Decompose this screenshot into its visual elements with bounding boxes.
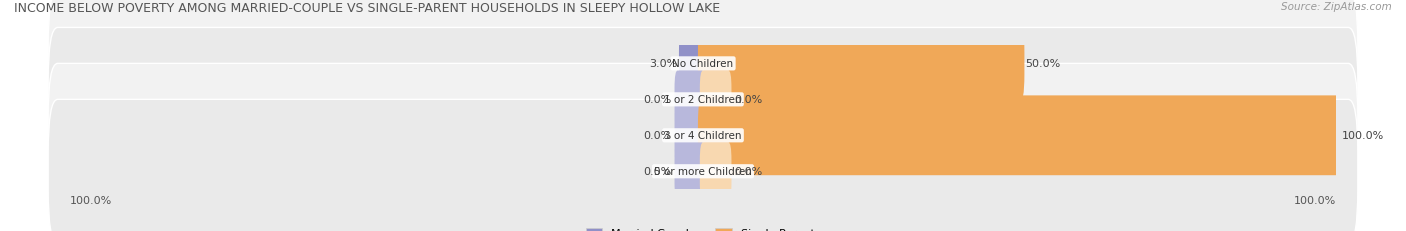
FancyBboxPatch shape: [48, 100, 1358, 231]
FancyBboxPatch shape: [48, 28, 1358, 171]
FancyBboxPatch shape: [48, 64, 1358, 207]
FancyBboxPatch shape: [675, 71, 706, 129]
FancyBboxPatch shape: [697, 24, 1025, 104]
Text: 0.0%: 0.0%: [734, 95, 763, 105]
FancyBboxPatch shape: [675, 143, 706, 201]
Text: 0.0%: 0.0%: [643, 95, 672, 105]
Text: 3 or 4 Children: 3 or 4 Children: [664, 131, 742, 141]
FancyBboxPatch shape: [679, 24, 709, 104]
Text: 3.0%: 3.0%: [650, 59, 678, 69]
Text: No Children: No Children: [672, 59, 734, 69]
Text: 5 or more Children: 5 or more Children: [654, 167, 752, 176]
Text: 50.0%: 50.0%: [1026, 59, 1062, 69]
Text: 0.0%: 0.0%: [734, 167, 763, 176]
Text: 100.0%: 100.0%: [1343, 131, 1385, 141]
Text: 1 or 2 Children: 1 or 2 Children: [664, 95, 742, 105]
Text: 100.0%: 100.0%: [1294, 195, 1336, 205]
FancyBboxPatch shape: [675, 107, 706, 165]
Text: Source: ZipAtlas.com: Source: ZipAtlas.com: [1281, 2, 1392, 12]
Text: 0.0%: 0.0%: [643, 167, 672, 176]
FancyBboxPatch shape: [700, 143, 731, 201]
Text: 0.0%: 0.0%: [643, 131, 672, 141]
Text: 100.0%: 100.0%: [70, 195, 112, 205]
Text: INCOME BELOW POVERTY AMONG MARRIED-COUPLE VS SINGLE-PARENT HOUSEHOLDS IN SLEEPY : INCOME BELOW POVERTY AMONG MARRIED-COUPL…: [14, 2, 720, 15]
Legend: Married Couples, Single Parents: Married Couples, Single Parents: [586, 228, 820, 231]
FancyBboxPatch shape: [48, 0, 1358, 136]
FancyBboxPatch shape: [697, 96, 1341, 176]
FancyBboxPatch shape: [700, 71, 731, 129]
